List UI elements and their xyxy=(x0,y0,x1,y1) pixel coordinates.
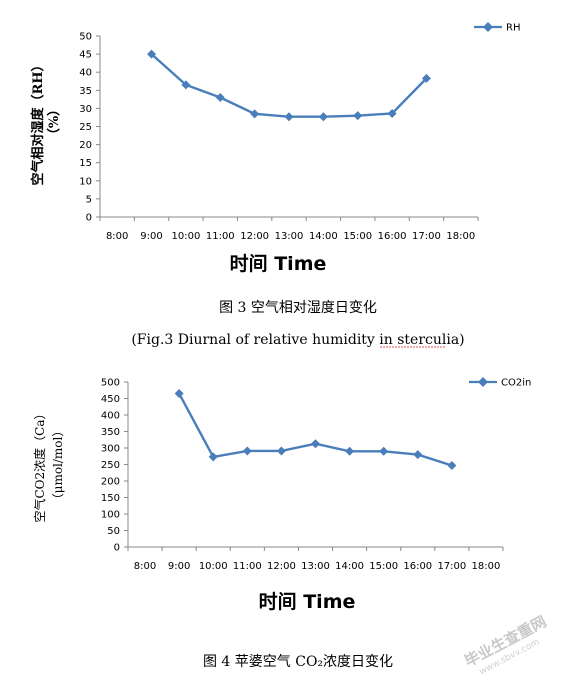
x-tick-label: 10:00 xyxy=(199,561,228,572)
data-point-marker xyxy=(284,112,294,122)
chart-co2-concentration: 0 50 100 150 200 250 300 350 400 450 500 8:00 9:00 1… xyxy=(32,377,531,670)
data-point-marker xyxy=(387,108,397,118)
chart-relative-humidity: 0 5 10 15 20 25 30 35 40 45 50 8:00 9:00 10:00 11:00 1… xyxy=(30,22,520,348)
legend-label-rh: RH xyxy=(506,23,520,34)
legend-marker-co2in xyxy=(478,377,488,387)
data-point-marker xyxy=(318,112,328,122)
x-tick-label: 15:00 xyxy=(369,561,398,572)
series-rh xyxy=(147,49,431,122)
y-tick-label: 300 xyxy=(101,444,120,455)
x-tick-label: 9:00 xyxy=(168,561,190,572)
data-point-marker xyxy=(215,93,225,103)
y-tick-label: 10 xyxy=(79,176,92,187)
data-point-marker xyxy=(147,49,157,59)
y-tick-label: 50 xyxy=(79,32,92,43)
legend-label-co2in: CO2in xyxy=(501,378,531,389)
series-line xyxy=(178,392,453,467)
x-tick-label: 13:00 xyxy=(301,561,330,572)
y-axis-title-line1: 空气相对湿度（RH） xyxy=(30,58,46,185)
legend: RH xyxy=(474,22,520,34)
series-co2in xyxy=(174,389,457,470)
data-point-marker xyxy=(421,73,431,83)
x-tick-label: 11:00 xyxy=(206,231,235,242)
figure-caption-english: (Fig.3 Diurnal of relative humidity in s… xyxy=(131,332,464,348)
figure-caption: 图 3 空气相对湿度日变化 xyxy=(219,300,377,316)
data-point-marker xyxy=(174,389,184,399)
legend: CO2in xyxy=(469,377,531,389)
data-point-marker xyxy=(413,450,423,460)
data-point-marker xyxy=(345,446,355,456)
figure-caption: 图 4 苹婆空气 CO₂浓度日变化 xyxy=(203,654,393,670)
data-point-marker xyxy=(379,446,389,456)
y-tick-label: 0 xyxy=(86,213,92,224)
x-tick-label: 12:00 xyxy=(240,231,269,242)
data-point-marker xyxy=(181,80,191,90)
y-axis-title-line1: 空气CO2浓度（Ca） xyxy=(32,408,47,523)
y-tick-label: 400 xyxy=(101,411,120,422)
y-axis-title-line2: （%） xyxy=(46,103,62,141)
y-tick-label: 150 xyxy=(101,493,120,504)
x-tick-label: 11:00 xyxy=(233,561,262,572)
x-tick-label: 12:00 xyxy=(267,561,296,572)
y-tick-label: 30 xyxy=(79,104,92,115)
x-tick-label: 14:00 xyxy=(335,561,364,572)
x-tick-label: 16:00 xyxy=(378,231,407,242)
x-tick-label: 14:00 xyxy=(309,231,338,242)
y-tick-label: 45 xyxy=(79,50,92,61)
series-line xyxy=(150,53,428,118)
data-point-marker xyxy=(353,111,363,121)
x-tick-label: 17:00 xyxy=(412,231,441,242)
y-tick-label: 35 xyxy=(79,86,92,97)
y-axis-title-line2: （μmol/mol） xyxy=(51,425,65,506)
y-tick-label: 50 xyxy=(107,526,120,537)
y-tick-label: 5 xyxy=(86,194,92,205)
y-tick-label: 40 xyxy=(79,68,92,79)
y-tick-label: 200 xyxy=(101,477,120,488)
y-tick-label: 350 xyxy=(101,427,120,438)
y-tick-label: 0 xyxy=(114,543,120,554)
y-axis-ticks: 0 5 10 15 20 25 30 35 40 45 50 xyxy=(79,32,100,224)
y-tick-label: 100 xyxy=(101,510,120,521)
data-point-marker xyxy=(447,460,457,470)
x-tick-label: 16:00 xyxy=(403,561,432,572)
y-axis-ticks: 0 50 100 150 200 250 300 350 400 450 500 xyxy=(101,378,128,554)
x-tick-label: 9:00 xyxy=(140,231,162,242)
legend-marker-rh xyxy=(483,22,493,32)
x-tick-label: 17:00 xyxy=(437,561,466,572)
x-tick-label: 8:00 xyxy=(134,561,156,572)
x-axis-ticks: 8:00 9:00 10:00 11:00 12:00 13:00 14:00 15:00 16… xyxy=(99,217,479,242)
x-axis-title: 时间 Time xyxy=(230,253,327,275)
watermark: 毕业生查重网 www.sbvv.com xyxy=(461,612,549,677)
x-axis-ticks: 8:00 9:00 10:00 11:00 12:00 13:00 14:00 15:00 16… xyxy=(127,547,504,572)
x-tick-label: 10:00 xyxy=(171,231,200,242)
y-tick-label: 250 xyxy=(101,460,120,471)
data-point-marker xyxy=(250,109,260,119)
x-tick-label: 18:00 xyxy=(446,231,475,242)
x-tick-label: 13:00 xyxy=(275,231,304,242)
x-axis-title: 时间 Time xyxy=(259,591,356,613)
y-tick-label: 500 xyxy=(101,378,120,389)
data-point-marker xyxy=(208,452,218,462)
x-tick-label: 18:00 xyxy=(472,561,501,572)
data-point-marker xyxy=(311,439,320,449)
y-tick-label: 15 xyxy=(79,158,92,169)
y-tick-label: 20 xyxy=(79,140,92,151)
data-point-marker xyxy=(242,446,252,456)
y-tick-label: 25 xyxy=(79,122,92,133)
y-tick-label: 450 xyxy=(101,394,120,405)
x-tick-label: 15:00 xyxy=(343,231,372,242)
data-point-marker xyxy=(276,446,286,456)
x-tick-label: 8:00 xyxy=(106,231,128,242)
